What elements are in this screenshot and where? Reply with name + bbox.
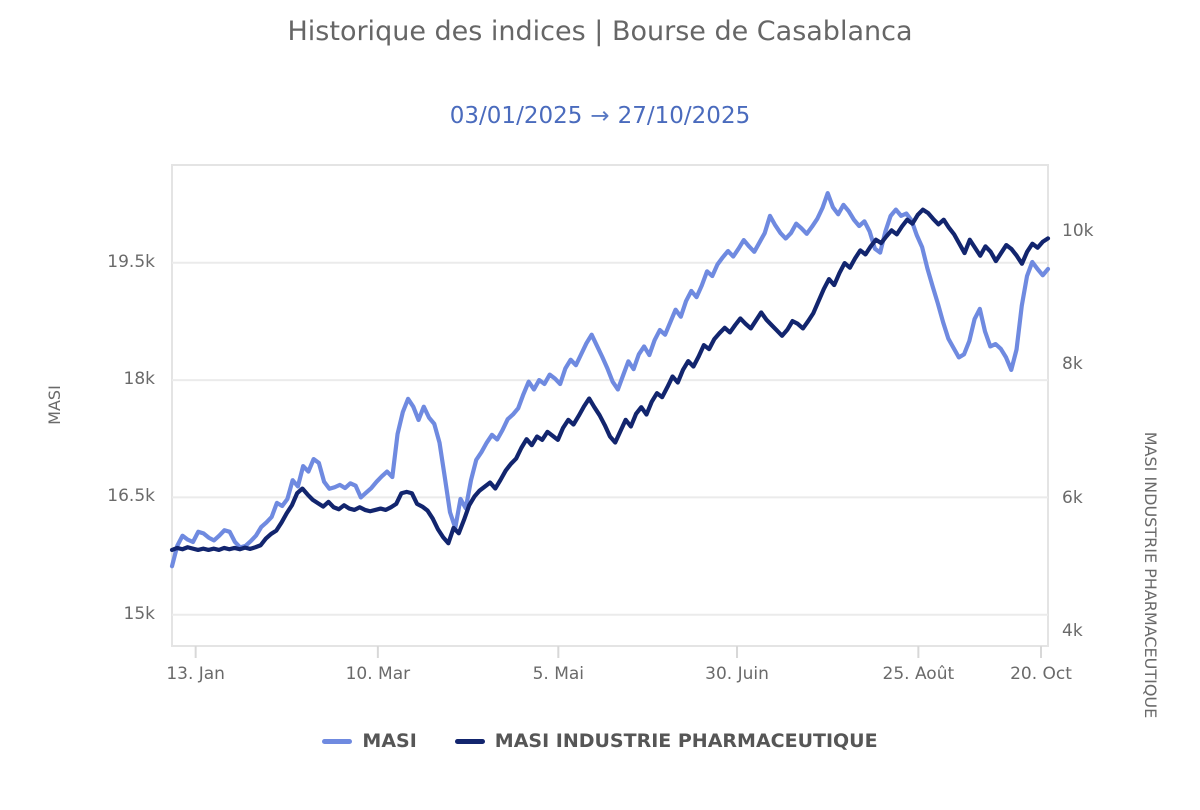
x-axis-tick-label: 10. Mar	[345, 664, 411, 684]
date-range-end: 27/10/2025	[617, 103, 751, 129]
legend-item-masi-industrie-pharmaceutique[interactable]: MASI INDUSTRIE PHARMACEUTIQUE	[454, 730, 878, 752]
y-axis-left-tick-label: 19.5k	[107, 251, 155, 272]
y-axis-left-tick-label: 18k	[123, 369, 155, 390]
x-axis-tick-label: 13. Jan	[166, 664, 225, 684]
y-axis-right-tick-label: 4k	[1062, 620, 1083, 641]
series-line-masi-pharma	[169, 207, 1051, 553]
date-range-arrow-icon: →	[590, 103, 610, 129]
x-axis-tick-label: 5. Mai	[532, 664, 585, 684]
legend-label: MASI INDUSTRIE PHARMACEUTIQUE	[494, 730, 878, 752]
y-axis-right-tick-label: 6k	[1062, 487, 1083, 508]
y-axis-left-tick-label: 16.5k	[107, 486, 155, 507]
series-line-masi	[169, 191, 1051, 569]
plot-frame	[171, 164, 1049, 647]
x-axis-tick-label: 25. Août	[882, 664, 955, 684]
y-axis-right-tick-label: 8k	[1062, 354, 1083, 375]
x-axis-tick-label: 30. Juin	[705, 664, 769, 684]
chart-legend: MASI MASI INDUSTRIE PHARMACEUTIQUE	[0, 730, 1200, 752]
legend-item-masi[interactable]: MASI	[322, 730, 417, 752]
date-range-start: 03/01/2025	[449, 103, 583, 129]
legend-swatch-icon	[454, 738, 485, 744]
page-title: Historique des indices | Bourse de Casab…	[287, 16, 913, 47]
y-axis-left-tick-label: 15k	[123, 603, 155, 624]
x-axis-tick-label: 20. Oct	[1010, 664, 1072, 684]
y-axis-right-tick-label: 10k	[1062, 220, 1094, 241]
date-range: 03/01/2025 → 27/10/2025	[0, 103, 1200, 129]
legend-swatch-icon	[322, 738, 353, 744]
legend-label: MASI	[362, 730, 417, 752]
